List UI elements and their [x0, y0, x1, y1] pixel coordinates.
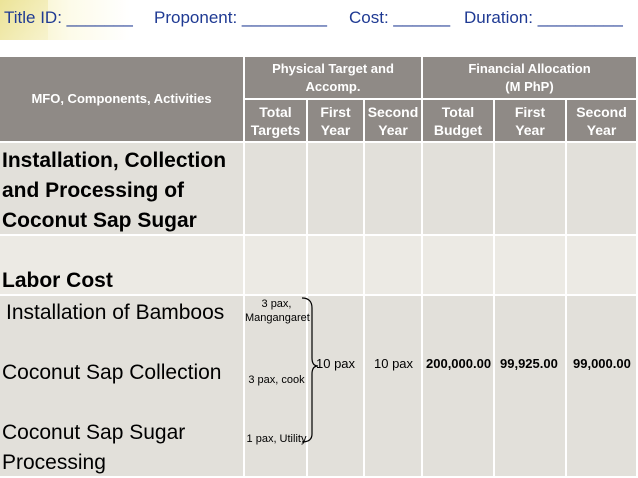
header-mfo: MFO, Components, Activities [0, 57, 245, 143]
title-id-field: Title ID: _______ [4, 8, 133, 27]
header-second-year-fin: Second Year [567, 100, 638, 143]
cell [365, 143, 423, 236]
title-bar: Title ID: _______ Proponent: _________ C… [0, 0, 638, 40]
header-first-year-label: First Year [320, 103, 351, 138]
activity-coconut-sap-sugar-processing: Coconut Sap Sugar Processing [2, 421, 186, 474]
cell [423, 236, 495, 296]
cell-second-year [365, 296, 423, 478]
header-second-year: Second Year [365, 100, 423, 143]
activity-table: MFO, Components, Activities Physical Tar… [0, 57, 638, 478]
header-total-budget: Total Budget [423, 100, 495, 143]
section-title: Installation, Collection and Processing … [2, 149, 227, 232]
cell [308, 236, 365, 296]
cell-section-title [0, 143, 245, 236]
header-physical-label: Physical Target and Accomp. [272, 60, 394, 94]
cell [245, 236, 308, 296]
second-year-budget-value: 99,000.00 [573, 356, 631, 371]
cell [245, 143, 308, 236]
cell-first-year-budget [495, 296, 567, 478]
header-financial-label: Financial Allocation (M PhP) [468, 60, 591, 94]
header-first-year-fin-label: First Year [514, 103, 546, 138]
header-mfo-label: MFO, Components, Activities [31, 91, 212, 106]
grouping-brace-icon [301, 297, 319, 443]
cost-field: Cost: ______ [349, 8, 451, 27]
header-first-year-fin: First Year [495, 100, 567, 143]
cell-second-year-budget [567, 296, 638, 478]
cell-activities [0, 296, 245, 478]
cell [495, 236, 567, 296]
cell-labor-cost [0, 236, 245, 296]
cell [567, 236, 638, 296]
target-cook: 3 pax, cook [248, 374, 305, 386]
target-utility: 1 pax, Utility [246, 433, 307, 445]
header-total-budget-label: Total Budget [433, 103, 483, 138]
cell-total-budget [423, 296, 495, 478]
header-second-year-fin-label: Second Year [576, 103, 627, 138]
header-financial-allocation: Financial Allocation (M PhP) [423, 57, 638, 100]
cell-total-targets [245, 296, 308, 478]
header-physical-target: Physical Target and Accomp. [245, 57, 423, 100]
target-mangangaret: 3 pax, Mangangaret [245, 298, 310, 324]
duration-field: Duration: _________ [464, 8, 623, 27]
proponent-field: Proponent: _________ [154, 8, 327, 27]
second-year-target-value: 10 pax [374, 356, 414, 371]
cell [567, 143, 638, 236]
cell [308, 143, 365, 236]
first-year-budget-value: 99,925.00 [500, 356, 558, 371]
cell [423, 143, 495, 236]
cell-first-year [308, 296, 365, 478]
header-total-targets-label: Total Targets [250, 103, 301, 138]
total-budget-value: 200,000.00 [426, 356, 492, 371]
activity-coconut-sap-collection: Coconut Sap Collection [2, 361, 222, 384]
title-accent [0, 0, 48, 40]
header-second-year-label: Second Year [367, 103, 419, 138]
header-total-targets: Total Targets [245, 100, 308, 143]
cell [365, 236, 423, 296]
labor-cost-label: Labor Cost [2, 269, 113, 292]
header-first-year: First Year [308, 100, 365, 143]
first-year-target-value: 10 pax [316, 356, 356, 371]
cell [495, 143, 567, 236]
activity-installation-of-bamboos: Installation of Bamboos [6, 301, 225, 324]
